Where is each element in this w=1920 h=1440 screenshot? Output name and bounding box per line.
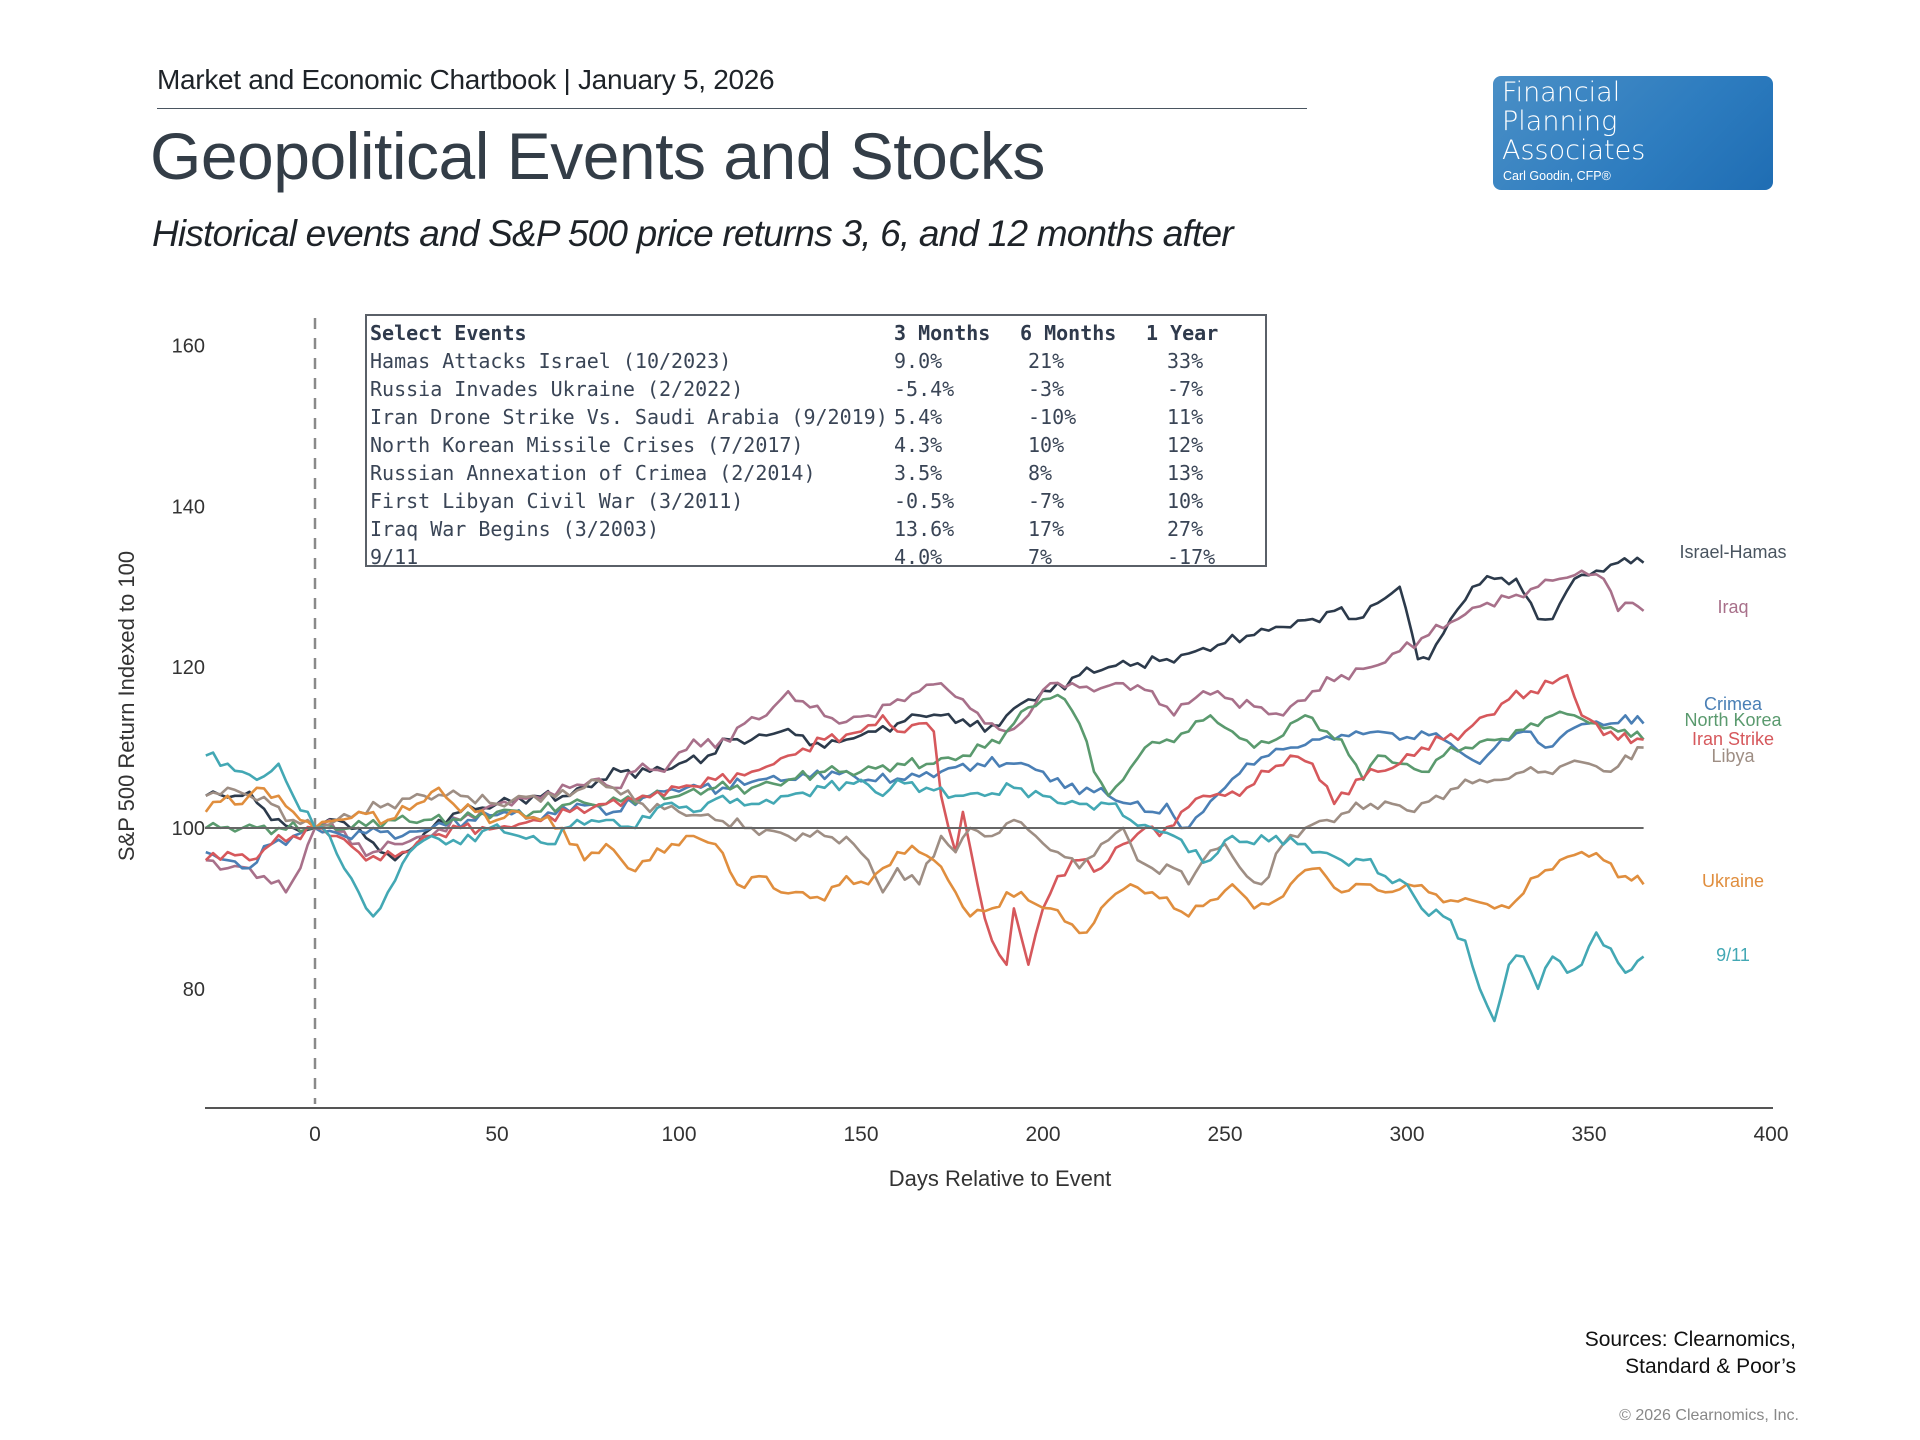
return-3-months: -0.5% <box>894 489 955 513</box>
return-6-months: 10% <box>1028 433 1065 457</box>
y-tick-label: 80 <box>183 979 205 1001</box>
event-name: Russian Annexation of Crimea (2/2014) <box>370 461 816 485</box>
event-name: Russia Invades Ukraine (2/2022) <box>370 377 744 401</box>
event-name: Iraq War Begins (3/2003) <box>370 517 659 541</box>
return-3-months: 4.3% <box>894 433 943 457</box>
x-tick-label: 250 <box>1207 1123 1242 1146</box>
series-end-label: Ukraine <box>1702 871 1764 891</box>
header-divider <box>157 108 1307 109</box>
return-6-months: -7% <box>1028 489 1065 513</box>
event-name: North Korean Missile Crises (7/2017) <box>370 433 804 457</box>
return-3-months: 4.0% <box>894 545 943 569</box>
x-tick-label: 50 <box>485 1123 508 1146</box>
sources-line-1: Sources: Clearnomics, <box>1584 1328 1796 1351</box>
x-tick-label: 0 <box>309 1123 321 1146</box>
logo-line-1: Financial <box>1502 77 1621 108</box>
series-end-label: North Korea <box>1684 710 1782 730</box>
return-1-year: 33% <box>1167 349 1204 373</box>
logo-line-2: Planning <box>1502 106 1618 137</box>
header-1-year: 1 Year <box>1146 321 1219 345</box>
return-3-months: -5.4% <box>894 377 955 401</box>
event-name: Iran Drone Strike Vs. Saudi Arabia (9/20… <box>370 405 888 429</box>
series-end-label: Crimea <box>1704 694 1763 714</box>
return-3-months: 3.5% <box>894 461 943 485</box>
x-tick-label: 300 <box>1389 1123 1424 1146</box>
return-3-months: 5.4% <box>894 405 943 429</box>
return-6-months: -3% <box>1028 377 1065 401</box>
return-6-months: 7% <box>1028 545 1053 569</box>
copyright: © 2026 Clearnomics, Inc. <box>1619 1407 1799 1424</box>
company-logo: Financial Planning Associates Carl Goodi… <box>1493 76 1773 190</box>
series-end-label: Israel-Hamas <box>1679 542 1786 562</box>
series-line-ukraine <box>204 786 1645 935</box>
y-tick-label: 100 <box>172 818 205 840</box>
x-tick-label: 350 <box>1571 1123 1606 1146</box>
series-line-9-11 <box>205 751 1645 1023</box>
series-end-label: Iraq <box>1717 597 1748 617</box>
return-6-months: 8% <box>1028 461 1053 485</box>
series-line-iraq <box>205 569 1645 894</box>
x-tick-label: 150 <box>843 1123 878 1146</box>
event-name: First Libyan Civil War (3/2011) <box>370 489 744 513</box>
x-tick-label: 200 <box>1025 1123 1060 1146</box>
series-end-label: 9/11 <box>1716 945 1750 965</box>
sources-line-2: Standard & Poor’s <box>1625 1355 1796 1378</box>
series-end-label: Iran Strike <box>1692 729 1774 749</box>
header-select-events: Select Events <box>370 321 527 345</box>
header-6-months: 6 Months <box>1020 321 1117 345</box>
events-returns-table: Select Events 3 Months 6 Months 1 Year H… <box>365 314 1267 569</box>
logo-advisor-name: Carl Goodin, CFP® <box>1503 169 1611 183</box>
event-name: Hamas Attacks Israel (10/2023) <box>370 349 732 373</box>
return-6-months: 21% <box>1028 349 1065 373</box>
return-3-months: 9.0% <box>894 349 943 373</box>
y-tick-label: 140 <box>172 496 205 518</box>
event-name: 9/11 <box>370 545 419 569</box>
series-line-crimea <box>205 714 1645 870</box>
page-subtitle: Historical events and S&P 500 price retu… <box>152 213 1234 254</box>
return-1-year: 13% <box>1167 461 1204 485</box>
series-line-israel-hamas <box>205 556 1645 862</box>
y-tick-label: 160 <box>172 336 205 358</box>
return-6-months: 17% <box>1028 517 1065 541</box>
logo-line-3: Associates <box>1502 135 1646 166</box>
series-line-iran-strike <box>204 673 1644 966</box>
return-1-year: 11% <box>1167 405 1204 429</box>
chartbook-header: Market and Economic Chartbook | January … <box>157 64 775 95</box>
series-end-label: Libya <box>1711 746 1755 766</box>
return-1-year: 10% <box>1167 489 1204 513</box>
return-6-months: -10% <box>1028 405 1077 429</box>
x-tick-label: 100 <box>661 1123 696 1146</box>
x-tick-label: 400 <box>1753 1123 1788 1146</box>
header-3-months: 3 Months <box>894 321 991 345</box>
y-tick-label: 120 <box>172 657 205 679</box>
return-1-year: 12% <box>1167 433 1204 457</box>
series-line-north-korea <box>205 693 1645 836</box>
return-3-months: 13.6% <box>894 517 955 541</box>
return-1-year: 27% <box>1167 517 1204 541</box>
x-axis-label: Days Relative to Event <box>889 1166 1112 1191</box>
y-axis-label: S&P 500 Return Indexed to 100 <box>114 551 139 861</box>
page-title: Geopolitical Events and Stocks <box>150 119 1045 193</box>
return-1-year: -17% <box>1167 545 1216 569</box>
return-1-year: -7% <box>1167 377 1204 401</box>
